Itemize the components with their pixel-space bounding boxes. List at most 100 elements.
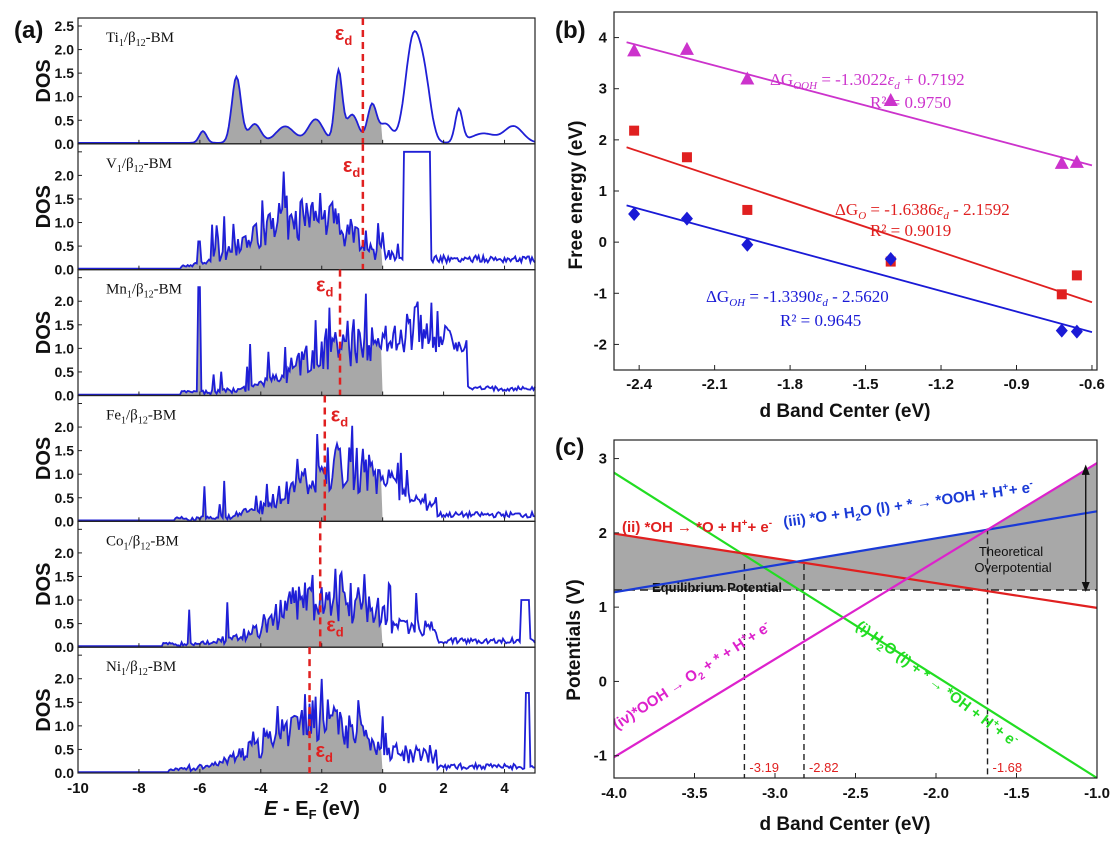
xlabel-f: F bbox=[309, 807, 317, 822]
dos-ytick-label: 1.0 bbox=[55, 89, 75, 105]
vline-label: -1.68 bbox=[993, 760, 1023, 775]
dos-ylabel: DOS bbox=[33, 437, 55, 480]
eq-var: ε bbox=[816, 287, 823, 306]
dos-ytick-label: 1.5 bbox=[55, 317, 75, 333]
dos-ytick-label: 1.0 bbox=[55, 466, 75, 482]
reaction-line-iv bbox=[613, 462, 1098, 759]
label-metal: V bbox=[106, 156, 117, 172]
overpotential-shade bbox=[614, 463, 1097, 591]
dos-xtick-label: -10 bbox=[67, 780, 89, 797]
label-i: (i) H2O (l) + * → *OH + H++ e- bbox=[851, 617, 1022, 753]
dos-xtick-label: -2 bbox=[315, 780, 328, 797]
dos-xtick-label: 0 bbox=[378, 780, 386, 797]
ed-label: εd bbox=[326, 614, 344, 639]
label-beta: /β bbox=[122, 156, 134, 172]
label-part: + bbox=[990, 717, 1001, 729]
label-part: - bbox=[1029, 478, 1034, 489]
eq-var-sub: d bbox=[894, 80, 900, 92]
dos-line-ni bbox=[78, 678, 536, 773]
dos-line-fe bbox=[78, 425, 536, 522]
c-xtick-label: -4.0 bbox=[601, 785, 627, 802]
dos-panel-label: Mn1/β12-BM bbox=[106, 282, 182, 301]
dos-line-co bbox=[78, 568, 536, 648]
panel-c-potentials: Equilibrium Potential -3.19 -2.82 -1.68 Theo… bbox=[594, 439, 1110, 802]
ed-eps: ε bbox=[326, 614, 336, 636]
equilibrium-label: Equilibrium Potential bbox=[652, 580, 782, 595]
dos-ytick-label: 1.5 bbox=[55, 694, 75, 710]
point-square bbox=[681, 152, 692, 163]
reaction-line-iii bbox=[613, 510, 1098, 594]
c-ytick-label: 3 bbox=[599, 451, 607, 468]
eq-sub: O bbox=[858, 210, 866, 222]
b-xtick-label: -2.1 bbox=[702, 376, 728, 393]
b-ytick-label: 2 bbox=[599, 132, 607, 149]
xlabel-e: E bbox=[264, 798, 278, 820]
equation-oh: ΔGOH = -1.3390εd - 2.5620 bbox=[706, 287, 889, 309]
panel-c-xlabel: d Band Center (eV) bbox=[759, 814, 930, 835]
label-sub1: 1 bbox=[121, 667, 126, 678]
dos-ytick-label: 0.0 bbox=[55, 388, 75, 404]
fit-line bbox=[626, 41, 1093, 167]
point-diamond bbox=[741, 237, 754, 252]
dos-panel-label: Ni1/β12-BM bbox=[106, 659, 176, 678]
panel-a-xlabel: E - EF (eV) bbox=[264, 798, 360, 822]
point-triangle bbox=[1054, 155, 1069, 169]
ed-eps: ε bbox=[335, 23, 345, 45]
dos-ytick-label: 0.5 bbox=[55, 112, 75, 128]
point-diamond bbox=[884, 252, 897, 267]
dos-ylabel: DOS bbox=[33, 311, 55, 354]
dos-ytick-label: 1.0 bbox=[55, 592, 75, 608]
r-squared: R² = 0.9019 bbox=[870, 221, 951, 240]
c-xtick-label: -2.5 bbox=[843, 785, 869, 802]
b-ytick-label: 1 bbox=[599, 183, 607, 200]
overpotential-label-2: Overpotential bbox=[974, 560, 1051, 575]
eq-rest: = -1.6386 bbox=[866, 200, 937, 219]
label-sub2: 12 bbox=[138, 667, 148, 678]
dos-ytick-label: 2.0 bbox=[55, 545, 75, 561]
reaction-line-i bbox=[613, 471, 1098, 779]
dos-ytick-label: 2.0 bbox=[55, 293, 75, 309]
label-tail: -BM bbox=[154, 282, 182, 298]
label-part: + e bbox=[1008, 479, 1031, 499]
c-xtick-label: -1.0 bbox=[1084, 785, 1110, 802]
label-metal: Fe bbox=[106, 408, 121, 424]
dos-ytick-label: 0.5 bbox=[55, 741, 75, 757]
reaction-line-ii bbox=[613, 532, 1098, 609]
ed-label: εd bbox=[331, 405, 349, 430]
dos-fill-co bbox=[78, 568, 383, 648]
dos-ytick-label: 2.0 bbox=[55, 419, 75, 435]
label-tail: -BM bbox=[148, 659, 176, 675]
point-triangle bbox=[627, 43, 642, 57]
label-tail: -BM bbox=[150, 533, 178, 549]
dos-ytick-label: 1.0 bbox=[55, 215, 75, 231]
dos-xtick-label: -6 bbox=[193, 780, 206, 797]
label-metal: Ni bbox=[106, 659, 121, 675]
label-sub1: 1 bbox=[117, 164, 122, 175]
dos-panel-label: Co1/β12-BM bbox=[106, 533, 179, 552]
dos-xtick-label: -4 bbox=[254, 780, 268, 797]
overpotential-label-1: Theoretical bbox=[979, 544, 1043, 559]
point-square bbox=[1056, 289, 1067, 300]
dos-line-v bbox=[78, 150, 536, 270]
dos-ylabel: DOS bbox=[33, 688, 55, 731]
fit-line bbox=[626, 146, 1093, 304]
xlabel-minus: - E bbox=[277, 798, 308, 820]
panel-b-xlabel: d Band Center (eV) bbox=[759, 401, 930, 422]
arrow-head-top bbox=[1081, 464, 1090, 475]
label-part: - bbox=[761, 618, 770, 629]
b-ytick-label: 4 bbox=[599, 30, 608, 47]
b-xtick-label: -1.5 bbox=[853, 376, 879, 393]
dos-panel-ti: 0.0 0.5 1.0 1.5 2.0 2.5 DOS Ti1/β12-BM εd bbox=[33, 17, 536, 152]
arrow-head-bottom bbox=[1081, 582, 1090, 593]
dos-fill-ni bbox=[78, 678, 383, 773]
ed-eps: ε bbox=[316, 275, 326, 297]
eq-tail: + 0.7192 bbox=[900, 70, 965, 89]
eq-rest: = -1.3390 bbox=[745, 287, 816, 306]
point-triangle bbox=[1069, 154, 1084, 168]
eq-var: ε bbox=[937, 200, 944, 219]
label-part: 2 bbox=[855, 512, 862, 524]
label-sub1: 1 bbox=[127, 290, 132, 301]
eq-var: ε bbox=[888, 70, 895, 89]
